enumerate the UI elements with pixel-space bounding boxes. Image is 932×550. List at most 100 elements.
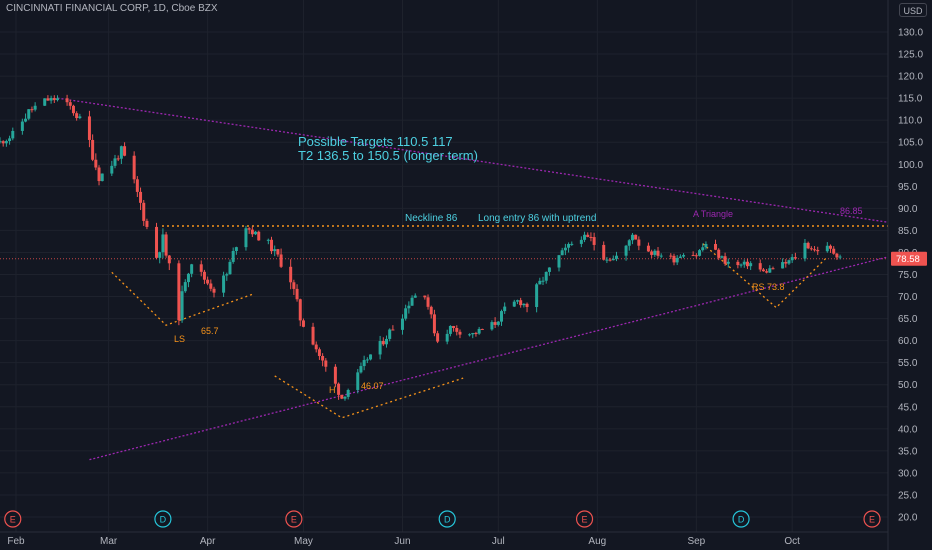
y-tick-label: 115.0 xyxy=(898,94,923,105)
candle-body xyxy=(46,98,50,101)
x-tick-label: Apr xyxy=(200,536,216,547)
candle-body xyxy=(212,288,216,293)
candle-body xyxy=(455,327,459,332)
candle-body xyxy=(745,261,749,267)
y-tick-label: 125.0 xyxy=(898,50,923,61)
candle-body xyxy=(589,236,593,238)
event-marker-circle xyxy=(575,510,594,528)
candle-body xyxy=(694,255,698,257)
earnings-event-marker[interactable]: E xyxy=(575,510,594,528)
y-tick-label: 40.0 xyxy=(898,424,918,435)
candle-body xyxy=(324,360,328,367)
candle-body xyxy=(378,341,382,355)
x-tick-label: Feb xyxy=(7,536,25,547)
candle-body xyxy=(132,155,136,180)
y-tick-label: 100.0 xyxy=(898,160,923,171)
y-tick-label: 45.0 xyxy=(898,402,918,413)
candle-body xyxy=(813,249,817,251)
candle-body xyxy=(365,359,369,361)
candle-body xyxy=(410,297,414,306)
candle-body xyxy=(678,256,682,258)
candle-body xyxy=(829,245,833,249)
candle-body xyxy=(49,98,53,101)
event-marker-circle xyxy=(4,510,22,528)
candle-body xyxy=(257,231,261,241)
candle-body xyxy=(742,261,746,265)
candle-body xyxy=(493,322,497,325)
event-marker-circle xyxy=(732,510,750,528)
candle-body xyxy=(161,234,165,253)
earnings-event-marker[interactable]: E xyxy=(863,510,881,528)
candle-body xyxy=(266,239,270,241)
candle-body xyxy=(91,139,95,160)
candle-body xyxy=(250,229,254,235)
candle-body xyxy=(317,349,321,356)
candle-body xyxy=(825,245,829,252)
dividend-event-marker[interactable]: D xyxy=(154,510,172,528)
candle-body xyxy=(583,234,587,240)
candle-body xyxy=(94,159,98,168)
candle-body xyxy=(186,273,190,283)
candle-body xyxy=(279,254,283,267)
candle-body xyxy=(838,256,842,258)
candle-body xyxy=(803,242,807,259)
candle-body xyxy=(499,311,503,322)
candle-body xyxy=(602,244,606,260)
symbol-title[interactable]: CINCINNATI FINANCIAL CORP, 1D, Cboe BZX xyxy=(6,3,218,14)
candle-body xyxy=(71,105,75,114)
x-tick-label: Mar xyxy=(100,536,118,547)
head-label: H xyxy=(329,385,336,395)
ls-price-label: 65.7 xyxy=(201,326,219,336)
candle-body xyxy=(43,98,47,106)
candle-body xyxy=(225,274,229,276)
candle-body xyxy=(254,231,258,235)
candle-body xyxy=(477,328,481,334)
entry-label: Long entry 86 with uptrend xyxy=(478,213,596,224)
candle-body xyxy=(11,130,15,139)
candle-body xyxy=(231,250,235,262)
y-tick-label: 130.0 xyxy=(898,28,923,39)
candle-body xyxy=(343,396,347,399)
candle-body xyxy=(123,146,127,156)
candle-body xyxy=(228,261,232,275)
event-marker-label: E xyxy=(10,515,16,525)
earnings-event-marker[interactable]: E xyxy=(4,510,22,528)
candle-body xyxy=(164,234,168,256)
candle-body xyxy=(87,116,91,140)
candle-body xyxy=(270,239,274,252)
candle-body xyxy=(468,334,472,336)
x-tick-label: Sep xyxy=(687,536,705,547)
candle-body xyxy=(761,269,765,272)
left-shoulder-line xyxy=(111,271,253,326)
candle-body xyxy=(835,253,839,258)
candle-body xyxy=(135,179,139,192)
candle-body xyxy=(659,255,663,257)
earnings-event-marker[interactable]: E xyxy=(285,510,303,528)
candle-body xyxy=(448,325,452,334)
head-price-label: 46.07 xyxy=(361,381,384,391)
candle-body xyxy=(298,299,302,321)
currency-button[interactable]: USD xyxy=(899,3,927,17)
event-marker-circle xyxy=(438,510,456,528)
x-tick-label: Jul xyxy=(492,536,505,547)
dividend-event-marker[interactable]: D xyxy=(732,510,750,528)
candle-body xyxy=(567,244,571,248)
event-marker-label: E xyxy=(582,515,588,525)
last-price-label: 78.58 xyxy=(896,254,920,265)
candle-body xyxy=(167,255,171,264)
candle-body xyxy=(653,250,657,255)
candle-body xyxy=(78,116,82,119)
dividend-event-marker[interactable]: D xyxy=(438,510,456,528)
candle-body xyxy=(381,341,385,345)
event-marker-label: E xyxy=(291,515,297,525)
candle-body xyxy=(790,257,794,261)
candle-body xyxy=(630,234,634,241)
candle-body xyxy=(244,228,248,248)
x-tick-label: May xyxy=(294,536,313,547)
candle-body xyxy=(110,165,114,174)
candle-body xyxy=(765,271,769,273)
drawings-layer xyxy=(0,97,889,461)
candle-body xyxy=(180,291,184,321)
candle-body xyxy=(388,329,392,339)
